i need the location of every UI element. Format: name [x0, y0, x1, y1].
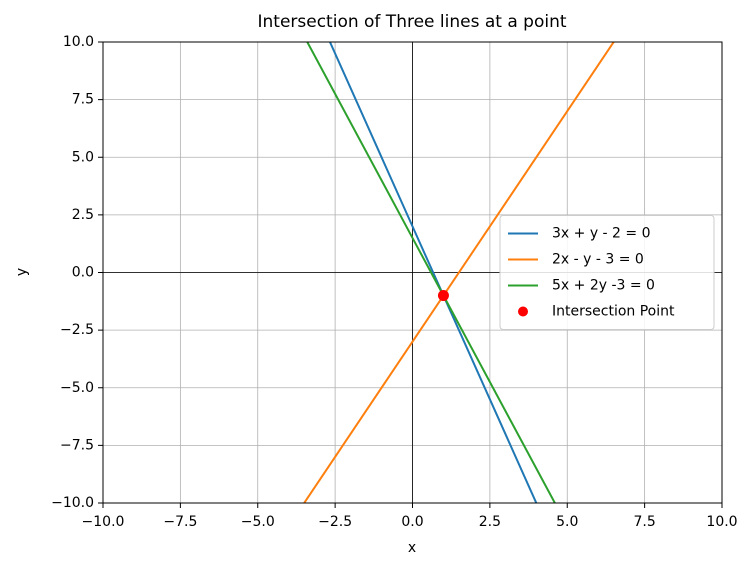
x-tick-label: −7.5: [163, 514, 197, 530]
y-axis-label: y: [14, 268, 30, 276]
x-tick-label: 10.0: [706, 514, 737, 530]
intersection-point: [437, 290, 449, 302]
line-series: [302, 42, 615, 503]
chart-title: Intersection of Three lines at a point: [257, 12, 566, 32]
legend-label: 5x + 2y -3 = 0: [552, 278, 655, 294]
y-tick-label: −5.0: [60, 380, 94, 396]
legend-label: Intersection Point: [552, 304, 675, 320]
line-series: [306, 42, 557, 503]
legend-box: [499, 215, 715, 330]
x-tick-label: 2.5: [479, 514, 501, 530]
x-tick-label: −10.0: [82, 514, 125, 530]
y-tick-label: 10.0: [63, 34, 94, 50]
y-tick-label: 0.0: [72, 265, 94, 281]
x-tick-label: 5.0: [556, 514, 578, 530]
x-tick-label: 0.0: [401, 514, 423, 530]
legend-label: 2x - y - 3 = 0: [552, 252, 644, 268]
y-tick-label: 2.5: [72, 207, 94, 223]
x-tick-label: −5.0: [241, 514, 275, 530]
y-tick-label: −10.0: [51, 495, 94, 511]
x-axis-label: x: [408, 540, 416, 556]
y-tick-label: −2.5: [60, 322, 94, 338]
y-tick-label: −7.5: [60, 437, 94, 453]
line-series: [328, 42, 538, 503]
y-tick-label: 7.5: [72, 92, 94, 108]
legend-label: 3x + y - 2 = 0: [552, 226, 651, 242]
x-tick-label: −2.5: [318, 514, 352, 530]
legend-swatch: [518, 306, 528, 317]
y-tick-label: 5.0: [72, 149, 94, 165]
x-tick-label: 7.5: [633, 514, 655, 530]
